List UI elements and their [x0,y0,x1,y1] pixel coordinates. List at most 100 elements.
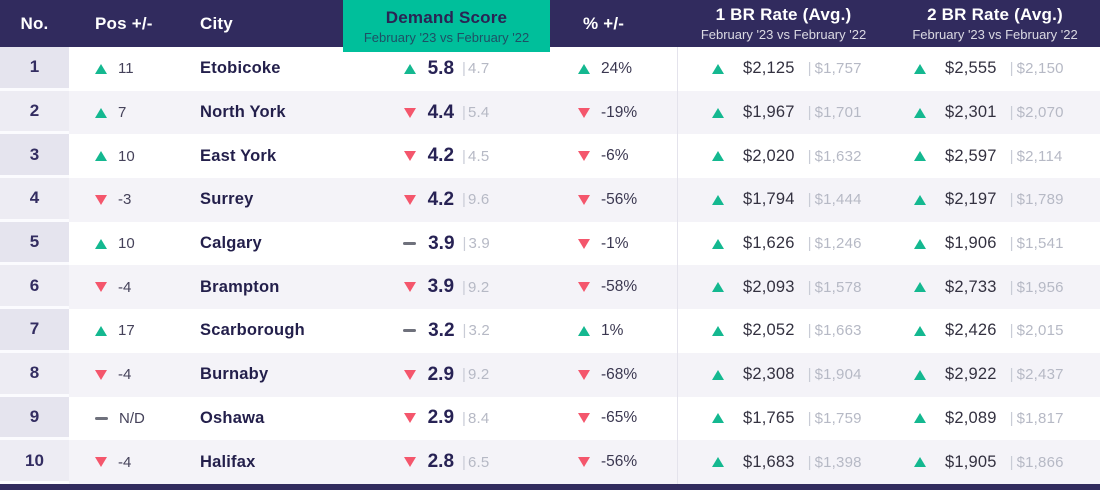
up-triangle-icon [95,238,107,249]
city-cell: North York [200,103,286,122]
value-divider: | [1009,453,1014,471]
value-divider: | [462,147,466,165]
position-change-value: 7 [118,104,127,122]
one-br-rate-cell: $1,794 | $1,444 [677,178,890,222]
up-triangle-icon [712,282,724,293]
table-header: No. Pos +/- City % +/- 1 BR Rate (Avg.) … [0,0,1100,47]
position-change-value: N/D [119,409,145,427]
demand-score-cell: 4.4 | 5.4 [343,91,550,135]
column-header-label: 1 BR Rate (Avg.) [715,5,852,24]
one-br-rate-previous: $1,904 [814,366,862,384]
down-triangle-icon [403,369,416,380]
one-br-rate-previous: $1,632 [814,147,862,165]
two-br-rate-previous: $1,866 [1016,453,1064,471]
one-br-rate-cell: $2,020 | $1,632 [677,134,890,179]
position-change-cell: -4 [69,265,180,309]
two-br-rate-previous: $1,541 [1016,235,1064,253]
one-br-rate-previous: $1,701 [814,104,862,122]
rank-cell: 1 [0,47,69,91]
up-triangle-icon [712,457,724,468]
table-row: 7 17 Scarborough 3.2 | 3.2 1% $2,052 | $1,663 $2,4… [0,309,1100,353]
up-triangle-icon [712,194,724,205]
value-divider: | [807,278,812,296]
two-br-rate-current: $2,089 [945,408,997,427]
down-triangle-icon [403,151,416,162]
down-triangle-icon [578,151,590,162]
table-row: 9 N/D Oshawa 2.9 | 8.4 -65% $1,765 | $1,759 $2,089… [0,396,1100,441]
demand-score-previous: 8.4 [467,409,490,427]
demand-score-current: 4.2 [427,188,455,210]
two-br-rate-cell: $2,555 | $2,150 [890,47,1100,91]
column-header-sublabel: February '23 vs February '22 [912,27,1078,42]
up-triangle-icon [914,238,926,249]
city-cell: Oshawa [200,408,265,427]
one-br-rate-current: $1,683 [743,452,795,471]
percent-change-value: -56% [601,453,638,471]
demand-score-previous: 4.7 [467,60,490,78]
value-divider: | [1009,147,1014,165]
one-br-rate-current: $2,052 [743,321,795,340]
one-br-rate-current: $2,093 [743,277,795,296]
up-triangle-icon [95,63,107,74]
demand-score-previous: 9.6 [467,191,490,209]
city-cell: Etobicoke [200,59,281,78]
two-br-rate-current: $2,426 [945,321,997,340]
value-divider: | [1009,409,1014,427]
up-triangle-icon [95,325,107,336]
demand-score-cell: 4.2 | 4.5 [343,134,550,178]
down-triangle-icon [95,194,107,205]
up-triangle-icon [712,63,724,74]
position-change-value: -3 [118,191,132,209]
percent-change-value: 24% [601,59,633,77]
city-cell: Scarborough [200,321,305,340]
value-divider: | [807,453,812,471]
up-triangle-icon [914,325,926,336]
percent-change-cell: -19% [550,91,677,135]
demand-score-previous: 3.9 [468,235,490,253]
up-triangle-icon [95,151,107,162]
column-header-pos-change: Pos +/- [69,0,180,47]
demand-score-current: 2.9 [427,363,455,385]
one-br-rate-cell: $1,683 | $1,398 [677,440,890,484]
neutral-dash-icon [403,329,417,333]
position-change-cell: 10 [69,134,180,178]
two-br-rate-current: $1,906 [945,234,997,253]
percent-change-value: 1% [601,321,624,339]
down-triangle-icon [403,282,416,293]
table-row: 8 -4 Burnaby 2.9 | 9.2 -68% $2,308 | $1,904 $2,922… [0,352,1100,397]
up-triangle-icon [712,151,724,162]
down-triangle-icon [578,457,590,468]
rank-cell: 3 [0,134,69,179]
two-br-rate-previous: $1,789 [1016,191,1064,209]
two-br-rate-previous: $2,015 [1016,322,1064,340]
two-br-rate-previous: $2,150 [1016,60,1064,78]
table-row: 6 -4 Brampton 3.9 | 9.2 -58% $2,093 | $1,578 $2,73… [0,265,1100,310]
value-divider: | [462,322,467,340]
up-triangle-icon [914,194,926,205]
demand-score-cell: 3.9 | 3.9 [343,222,550,266]
value-divider: | [807,322,812,340]
value-divider: | [807,366,812,384]
percent-change-value: -19% [601,103,638,121]
two-br-rate-previous: $2,114 [1016,147,1063,165]
position-change-cell: 17 [69,309,180,353]
value-divider: | [462,235,467,253]
two-br-rate-cell: $2,089 | $1,817 [890,397,1100,441]
percent-change-cell: -65% [550,397,677,441]
down-triangle-icon [95,282,107,293]
percent-change-cell: -1% [550,222,677,266]
two-br-rate-current: $2,301 [945,103,997,122]
one-br-rate-cell: $1,765 | $1,759 [677,396,890,441]
demand-score-cell: 3.9 | 9.2 [343,265,550,309]
up-triangle-icon [578,63,590,74]
up-triangle-icon [403,63,416,74]
demand-score-previous: 9.2 [467,366,490,384]
one-br-rate-current: $1,765 [743,408,795,427]
position-change-value: -4 [118,453,132,471]
demand-score-current: 4.4 [427,101,455,123]
value-divider: | [462,60,466,78]
column-header-1br-rate: 1 BR Rate (Avg.) February '23 vs Februar… [677,0,890,47]
two-br-rate-current: $2,597 [945,146,997,165]
city-cell: Brampton [200,277,280,296]
